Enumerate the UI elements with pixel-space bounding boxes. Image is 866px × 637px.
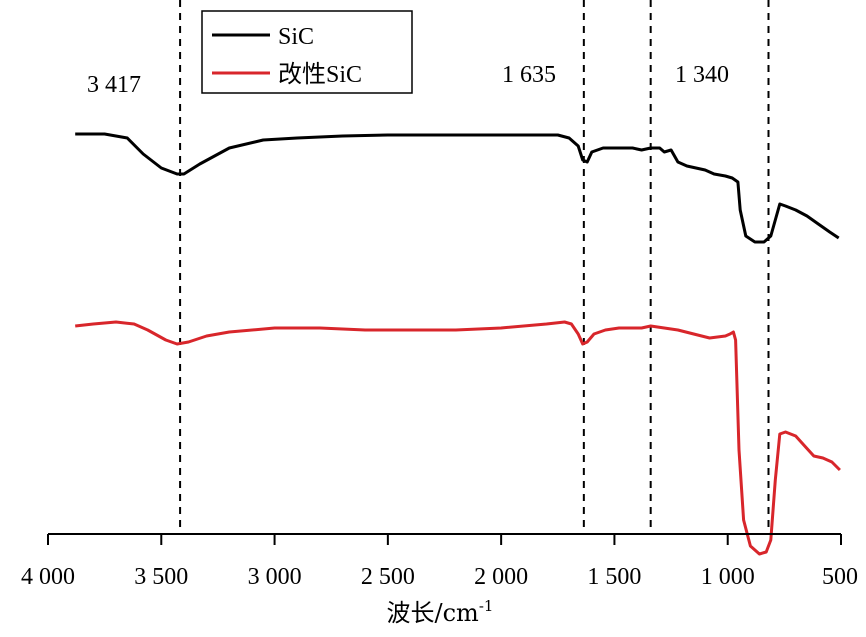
peak-label: 1 340 xyxy=(675,62,729,88)
x-tick-label: 1 500 xyxy=(587,564,641,590)
series-line xyxy=(75,132,840,244)
series-line xyxy=(75,320,841,556)
x-ticks: 4 000 3 500 3 000 2 500 2 000 1 500 1 000 500 xyxy=(21,534,858,590)
series-layer xyxy=(75,132,841,556)
x-tick-label: 1 000 xyxy=(701,564,755,590)
peak-labels: 3 417 1 635 1 340 xyxy=(87,62,729,98)
legend-label-modified-sic: 改性SiC xyxy=(278,61,362,88)
peak-label: 3 417 xyxy=(87,72,141,98)
x-tick-label: 3 500 xyxy=(134,564,188,590)
x-axis-title: 波长/cm-1 xyxy=(387,597,494,627)
legend: SiC 改性SiC xyxy=(201,10,413,94)
legend-label-sic: SiC xyxy=(278,24,314,50)
x-tick-label: 2 000 xyxy=(474,564,528,590)
x-axis-title-superscript: -1 xyxy=(479,597,494,615)
x-tick-label: 4 000 xyxy=(21,564,75,590)
x-tick-label: 500 xyxy=(822,564,858,590)
x-tick-label: 2 500 xyxy=(361,564,415,590)
x-axis-title-text: 波长/cm xyxy=(387,599,480,627)
reference-lines xyxy=(179,0,770,534)
peak-label: 1 635 xyxy=(502,62,556,88)
legend-box xyxy=(201,10,413,94)
x-tick-label: 3 000 xyxy=(248,564,302,590)
